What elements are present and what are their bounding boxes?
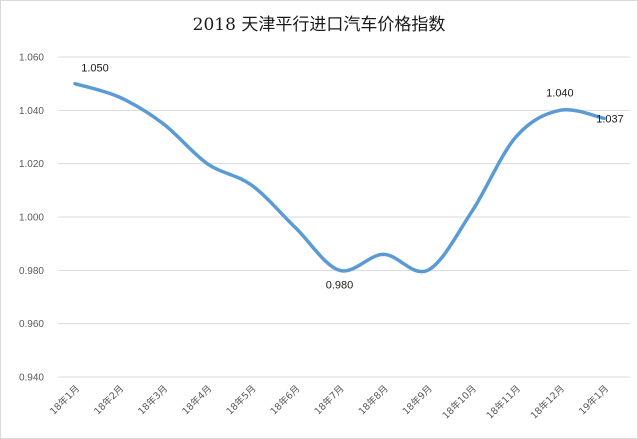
data-label: 1.040 bbox=[546, 87, 574, 99]
x-tick-label: 18年12月 bbox=[528, 383, 567, 422]
data-labels: 1.050 0.980 1.040 1.037 bbox=[81, 63, 624, 292]
y-tick-label: 1.040 bbox=[19, 106, 44, 117]
y-tick-label: 0.980 bbox=[19, 266, 44, 277]
x-tick-label: 18年7月 bbox=[312, 383, 347, 418]
y-tick-label: 0.960 bbox=[19, 319, 44, 330]
x-tick-label: 18年11月 bbox=[484, 383, 523, 422]
y-tick-label: 1.060 bbox=[19, 53, 44, 64]
x-tick-label: 18年1月 bbox=[47, 383, 82, 418]
data-label: 0.980 bbox=[326, 279, 354, 291]
series-group bbox=[73, 81, 606, 274]
gridlines bbox=[58, 56, 630, 378]
y-axis-ticks: 0.940 0.960 0.980 1.000 1.020 1.040 1.060 bbox=[19, 53, 44, 384]
y-tick-label: 1.020 bbox=[19, 159, 44, 170]
x-tick-label: 18年3月 bbox=[136, 383, 171, 418]
y-tick-label: 1.000 bbox=[19, 213, 44, 224]
data-label: 1.050 bbox=[81, 63, 109, 75]
x-tick-label: 19年1月 bbox=[576, 383, 611, 418]
x-axis-ticks: 18年1月 18年2月 18年3月 18年4月 18年5月 18年6月 18年7月 18年8月… bbox=[47, 383, 611, 422]
x-tick-label: 18年8月 bbox=[356, 383, 391, 418]
x-tick-label: 18年5月 bbox=[224, 383, 259, 418]
chart-title: 2018 天津平行进口汽车价格指数 bbox=[192, 15, 446, 35]
data-label: 1.037 bbox=[596, 113, 624, 125]
x-tick-label: 18年2月 bbox=[91, 383, 126, 418]
x-tick-label: 18年10月 bbox=[440, 383, 479, 422]
y-tick-label: 0.940 bbox=[19, 373, 44, 384]
x-tick-label: 18年4月 bbox=[180, 383, 215, 418]
series-line bbox=[73, 81, 606, 274]
x-tick-label: 18年9月 bbox=[400, 383, 435, 418]
x-tick-label: 18年6月 bbox=[268, 383, 303, 418]
